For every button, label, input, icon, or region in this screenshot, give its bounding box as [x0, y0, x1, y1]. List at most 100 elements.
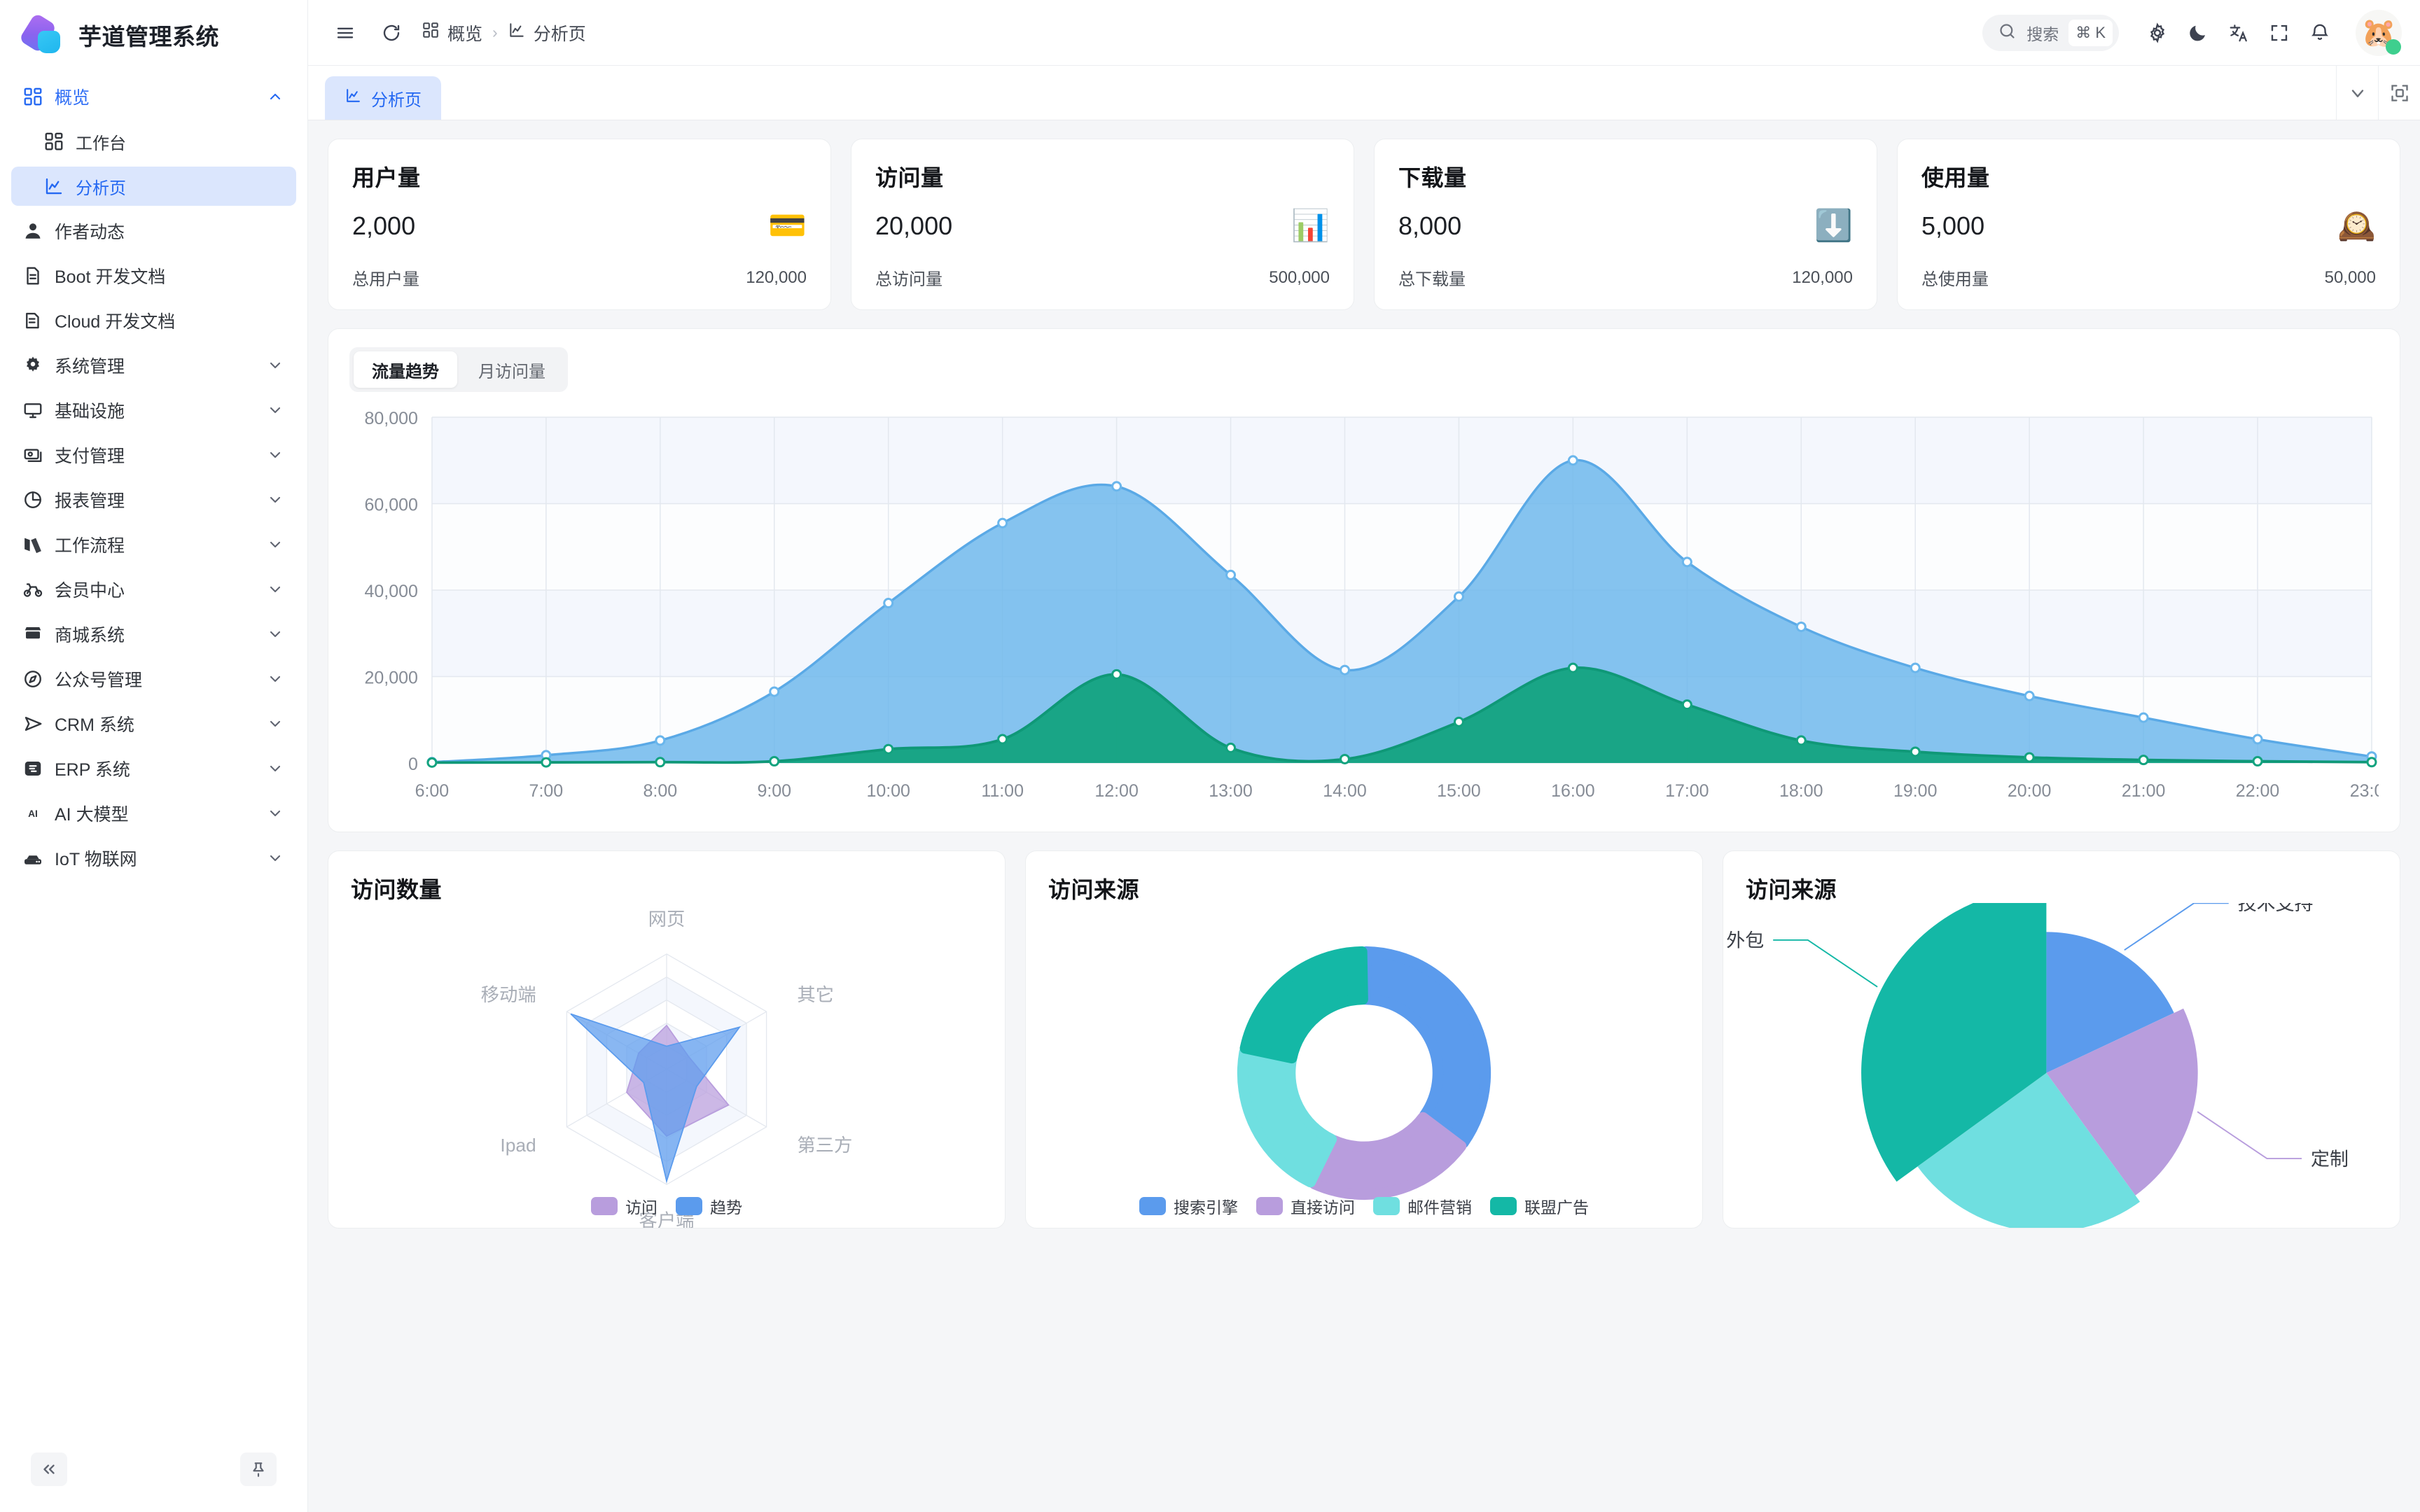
topbar: 概览 › 分析页 搜索 ⌘ K [308, 0, 2420, 66]
app-logo-row[interactable]: 芋道管理系统 [0, 0, 307, 70]
document-icon [22, 265, 43, 286]
legend-label: 邮件营销 [1407, 1198, 1472, 1217]
avatar[interactable]: 🐹 [2356, 9, 2402, 56]
dark-mode-icon[interactable] [2181, 15, 2216, 50]
sidebar-collapse-button[interactable] [31, 1452, 67, 1486]
tab-bar: 分析页 [308, 66, 2420, 120]
no-icon [267, 223, 284, 239]
chevron-icon [267, 715, 284, 732]
svg-text:14:00: 14:00 [1323, 781, 1367, 801]
hamburger-icon[interactable] [328, 15, 363, 50]
sidebar-item-11[interactable]: 会员中心 [11, 570, 296, 609]
online-status-dot [2386, 38, 2401, 55]
stat-value: 20,000 [875, 211, 953, 240]
sidebar-item-12[interactable]: 商城系统 [11, 615, 296, 654]
stat-total-value: 500,000 [1269, 267, 1330, 287]
svg-text:15:00: 15:00 [1437, 781, 1481, 801]
legend-swatch [1490, 1197, 1517, 1215]
stat-value: 2,000 [352, 211, 416, 240]
legend-item-2[interactable]: 邮件营销 [1373, 1194, 1472, 1218]
svg-text:8:00: 8:00 [643, 781, 677, 801]
grid-icon [22, 86, 43, 107]
chart-icon [508, 21, 526, 44]
sidebar-item-label: ERP 系统 [55, 760, 130, 780]
pie-chart-icon: 📊 [1291, 209, 1330, 243]
svg-text:AI: AI [28, 808, 38, 819]
stat-total-label: 总访问量 [875, 270, 943, 289]
bike-icon [22, 579, 43, 600]
payment-icon [22, 444, 43, 465]
sidebar-item-4[interactable]: Boot 开发文档 [11, 256, 296, 295]
sidebar-item-label: IoT 物联网 [55, 850, 137, 869]
download-icon: ⬇️ [1814, 209, 1853, 243]
legend-item-1[interactable]: 直接访问 [1256, 1194, 1355, 1218]
svg-text:40,000: 40,000 [365, 582, 418, 601]
no-icon [267, 267, 284, 284]
breadcrumb: 概览 › 分析页 [422, 20, 586, 46]
sidebar-item-label: Cloud 开发文档 [55, 312, 176, 332]
sidebar-footer [0, 1435, 307, 1512]
app-logo-icon [18, 12, 64, 55]
gear-icon [22, 355, 43, 376]
sidebar-item-10[interactable]: 工作流程 [11, 525, 296, 564]
visit-count-card: 访问数量 网页 其它 第三方 客户端 Ipad 移动端 访问 趋势 [328, 850, 1006, 1228]
refresh-icon[interactable] [374, 15, 409, 50]
sidebar-item-9[interactable]: 报表管理 [11, 480, 296, 519]
stat-card-2: 下载量 8,000 ⬇️ 总下载量 120,000 [1374, 139, 1877, 310]
sidebar-item-15[interactable]: ERP 系统 [11, 749, 296, 788]
tab-label: 分析页 [371, 90, 422, 110]
stat-card-1: 访问量 20,000 📊 总访问量 500,000 [851, 139, 1354, 310]
svg-text:网页: 网页 [648, 909, 686, 930]
pie-icon [22, 489, 43, 510]
sidebar-item-16[interactable]: AI AI 大模型 [11, 794, 296, 833]
breadcrumb-item-overview[interactable]: 概览 [422, 20, 482, 46]
sidebar-item-0[interactable]: 概览 [11, 77, 296, 116]
traffic-area-chart: 0 20,000 40,000 60,000 80,000 6:00 7:00 8:00 9:0… [349, 405, 2379, 818]
chevron-icon [267, 536, 284, 553]
sidebar-item-2[interactable]: 分析页 [11, 167, 296, 206]
stat-card-3: 使用量 5,000 🕰️ 总使用量 50,000 [1897, 139, 2400, 310]
chevron-down-icon[interactable] [2336, 66, 2378, 120]
donut-legend: 搜索引擎 直接访问 邮件营销 联盟广告 [1026, 1194, 1702, 1218]
breadcrumb-item-analysis[interactable]: 分析页 [508, 20, 586, 46]
svg-text:21:00: 21:00 [2122, 781, 2166, 801]
sidebar-item-17[interactable]: IoT 物联网 [11, 839, 296, 878]
sidebar-item-3[interactable]: 作者动态 [11, 211, 296, 251]
monitor-icon [22, 400, 43, 421]
sidebar-item-1[interactable]: 工作台 [11, 122, 296, 161]
stat-total-label: 总下载量 [1398, 270, 1466, 289]
svg-text:Ipad: Ipad [500, 1135, 536, 1156]
sidebar-item-label: 会员中心 [55, 581, 125, 601]
legend-item-0[interactable]: 访问 [591, 1194, 658, 1218]
tab-analysis[interactable]: 分析页 [325, 76, 441, 120]
fullscreen-icon[interactable] [2262, 15, 2297, 50]
trend-tab-0[interactable]: 流量趋势 [354, 351, 457, 388]
chevron-icon [267, 581, 284, 598]
sidebar-item-13[interactable]: 公众号管理 [11, 659, 296, 699]
svg-text:第三方: 第三方 [797, 1135, 852, 1156]
search-button[interactable]: 搜索 ⌘ K [1982, 14, 2119, 51]
trend-tab-1[interactable]: 月访问量 [478, 362, 545, 382]
settings-icon[interactable] [2140, 15, 2175, 50]
translate-icon[interactable] [2221, 15, 2256, 50]
sidebar-item-7[interactable]: 基础设施 [11, 391, 296, 430]
svg-text:6:00: 6:00 [415, 781, 450, 801]
pin-icon[interactable] [240, 1452, 277, 1486]
stat-total-value: 50,000 [2324, 267, 2376, 287]
search-icon [1998, 22, 2017, 44]
chevron-icon [267, 447, 284, 463]
sidebar-item-6[interactable]: 系统管理 [11, 346, 296, 385]
svg-text:19:00: 19:00 [1893, 781, 1938, 801]
svg-text:80,000: 80,000 [365, 409, 418, 428]
sidebar-item-8[interactable]: 支付管理 [11, 435, 296, 475]
legend-item-0[interactable]: 搜索引擎 [1139, 1194, 1238, 1218]
stat-title: 使用量 [1921, 165, 1990, 190]
main-area: 概览 › 分析页 搜索 ⌘ K [308, 0, 2420, 1512]
legend-item-1[interactable]: 趋势 [676, 1194, 742, 1218]
bell-icon[interactable] [2302, 15, 2337, 50]
expand-icon[interactable] [2378, 66, 2420, 120]
legend-item-3[interactable]: 联盟广告 [1490, 1194, 1589, 1218]
sidebar-item-5[interactable]: Cloud 开发文档 [11, 301, 296, 340]
radar-chart: 网页 其它 第三方 客户端 Ipad 移动端 [328, 903, 1005, 1228]
sidebar-item-14[interactable]: CRM 系统 [11, 704, 296, 743]
